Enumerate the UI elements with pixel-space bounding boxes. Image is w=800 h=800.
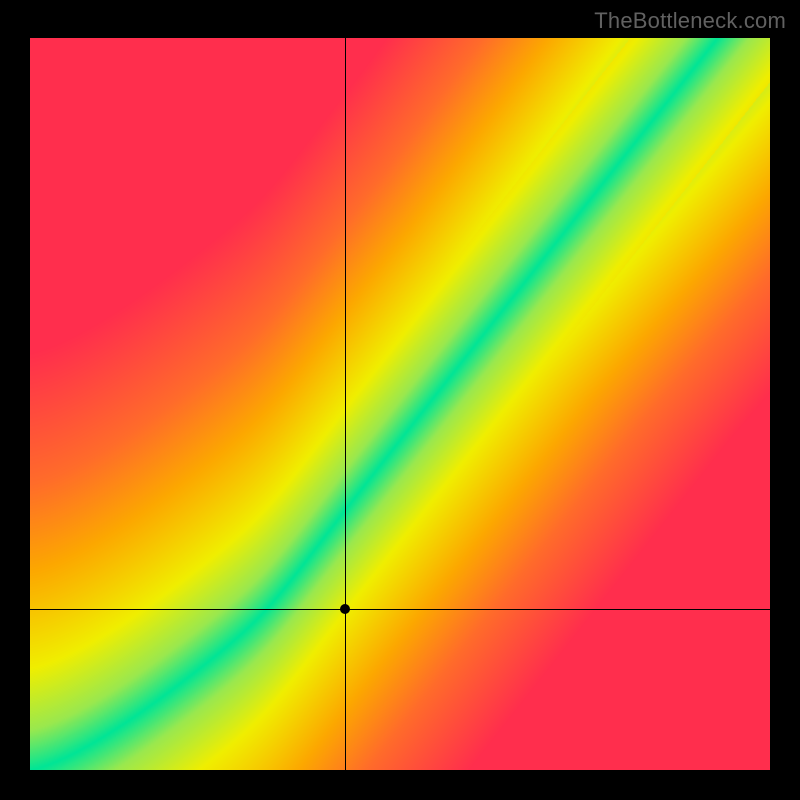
crosshair-vertical bbox=[345, 38, 346, 770]
crosshair-horizontal bbox=[30, 609, 770, 610]
selected-point-marker bbox=[340, 604, 350, 614]
bottleneck-heatmap bbox=[30, 38, 770, 770]
plot-area bbox=[30, 38, 770, 770]
watermark-text: TheBottleneck.com bbox=[594, 8, 786, 34]
